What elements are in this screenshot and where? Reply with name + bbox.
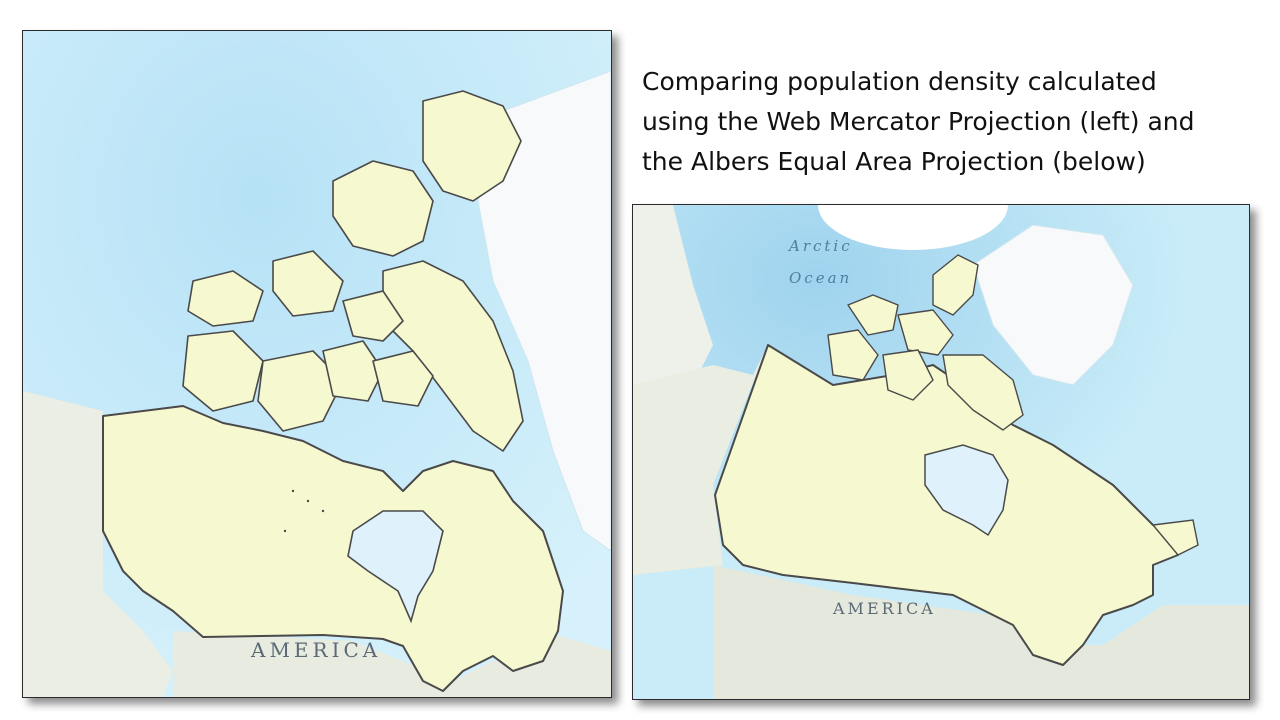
usa-landmass: [713, 565, 1249, 699]
map-label-arctic: Arctic: [787, 237, 853, 255]
small-islands: [283, 489, 325, 533]
ellesmere-island: [932, 254, 979, 316]
parry-islands: [847, 294, 899, 336]
prince-of-wales-island: [882, 349, 934, 401]
alaska-landmass: [23, 391, 173, 697]
victoria-island-west: [182, 330, 264, 412]
victoria-island: [827, 329, 879, 381]
caption-text: Comparing population density calculated …: [642, 62, 1262, 182]
bathurst-island: [342, 290, 404, 342]
web-mercator-map[interactable]: AMERICA: [22, 30, 612, 698]
web-mercator-map-canvas: AMERICA: [23, 31, 611, 697]
caption-line-2: using the Web Mercator Projection (left)…: [642, 107, 1195, 136]
ellesmere-island-north: [422, 90, 522, 202]
somerset-island: [372, 350, 434, 407]
prince-of-wales-island: [322, 340, 384, 402]
albers-equal-area-map-canvas: Arctic Ocean AMERICA: [633, 205, 1249, 699]
alaska-landmass: [633, 345, 768, 575]
polar-cap: [818, 205, 1008, 250]
banks-island: [187, 270, 264, 327]
siberia-landmass: [633, 205, 713, 395]
greenland-landmass: [972, 224, 1134, 386]
caption-line-3: the Albers Equal Area Projection (below): [642, 147, 1146, 176]
devon-island: [897, 309, 954, 356]
greenland-landmass: [477, 70, 611, 552]
map-label-america: AMERICA: [832, 599, 936, 618]
baffin-island: [942, 354, 1024, 431]
hudson-bay: [347, 510, 444, 624]
canada-mainland: [102, 405, 564, 692]
melville-island: [272, 250, 344, 317]
map-label-ocean: Ocean: [789, 269, 852, 287]
albers-equal-area-map[interactable]: Arctic Ocean AMERICA: [632, 204, 1250, 700]
caption-line-1: Comparing population density calculated: [642, 67, 1157, 96]
hudson-bay: [924, 444, 1009, 537]
arctic-archipelago: [827, 254, 1024, 431]
arctic-archipelago: [182, 90, 524, 452]
baffin-island: [382, 260, 524, 452]
usa-landmass: [173, 631, 611, 697]
newfoundland: [1151, 519, 1199, 556]
map-label-america: AMERICA: [250, 638, 381, 662]
ellesmere-island-south: [332, 160, 434, 257]
victoria-island-east: [257, 350, 344, 432]
